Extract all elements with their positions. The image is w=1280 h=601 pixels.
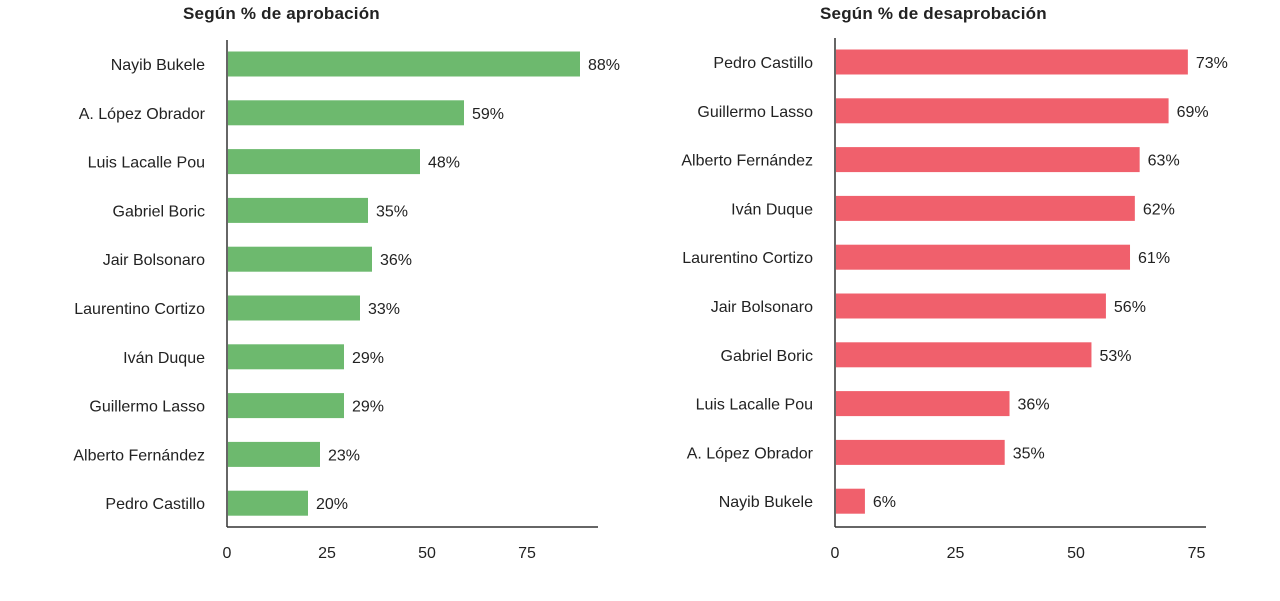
category-label: Alberto Fernández xyxy=(681,153,813,170)
category-label: Gabriel Boric xyxy=(721,348,813,365)
category-label: Laurentino Cortizo xyxy=(74,301,205,318)
x-tick-label: 0 xyxy=(831,545,840,562)
x-tick-label: 50 xyxy=(418,545,436,562)
bar xyxy=(836,244,1131,270)
value-label: 35% xyxy=(376,203,408,220)
bar xyxy=(228,149,420,175)
category-label: A. López Obrador xyxy=(687,445,814,462)
bar xyxy=(228,441,320,467)
chart-title: Según % de aprobación xyxy=(183,4,380,23)
category-label: Pedro Castillo xyxy=(713,55,813,72)
bar xyxy=(228,344,344,370)
category-label: Alberto Fernández xyxy=(73,447,205,464)
value-label: 69% xyxy=(1177,104,1209,121)
value-label: 35% xyxy=(1013,445,1045,462)
value-label: 33% xyxy=(368,301,400,318)
value-label: 20% xyxy=(316,496,348,513)
value-label: 23% xyxy=(328,447,360,464)
category-label: Nayib Bukele xyxy=(111,57,205,74)
bar xyxy=(836,98,1169,124)
value-label: 36% xyxy=(380,252,412,269)
chart-title: Según % de desaprobación xyxy=(820,4,1047,23)
value-label: 56% xyxy=(1114,299,1146,316)
value-label: 36% xyxy=(1018,397,1050,414)
category-label: Nayib Bukele xyxy=(719,494,813,511)
approval-chart: Según % de aprobación 0 25 50 75 Nayib Bukel… xyxy=(73,4,620,562)
category-label: Iván Duque xyxy=(123,350,205,367)
approval-bar-chart: 0 25 50 75 Nayib Bukele 88% A. López Obrador 59… xyxy=(73,40,620,562)
value-label: 61% xyxy=(1138,250,1170,267)
category-label: Iván Duque xyxy=(731,201,813,218)
value-label: 53% xyxy=(1099,348,1131,365)
bar xyxy=(836,195,1135,221)
value-label: 88% xyxy=(588,57,620,74)
x-tick-label: 75 xyxy=(1188,545,1206,562)
disapproval-bar-chart: 0 25 50 75 Pedro Castillo 73% Guillermo Lasso 6… xyxy=(681,38,1228,562)
value-label: 62% xyxy=(1143,201,1175,218)
category-label: Jair Bolsonaro xyxy=(103,252,205,269)
bar xyxy=(228,100,464,126)
bar xyxy=(228,197,368,223)
bar xyxy=(228,51,580,77)
value-label: 48% xyxy=(428,155,460,172)
value-label: 29% xyxy=(352,399,384,416)
x-tick-label: 25 xyxy=(947,545,965,562)
value-label: 6% xyxy=(873,494,896,511)
bar xyxy=(228,246,372,272)
category-label: Guillermo Lasso xyxy=(89,399,205,416)
bar xyxy=(836,293,1106,319)
bar xyxy=(228,295,360,321)
bar xyxy=(836,49,1188,75)
category-label: Jair Bolsonaro xyxy=(711,299,813,316)
x-tick-label: 75 xyxy=(518,545,536,562)
bar xyxy=(836,342,1092,368)
bar xyxy=(228,490,308,516)
value-label: 63% xyxy=(1148,153,1180,170)
category-label: Guillermo Lasso xyxy=(697,104,813,121)
value-label: 59% xyxy=(472,106,504,123)
x-tick-label: 25 xyxy=(318,545,336,562)
value-label: 73% xyxy=(1196,55,1228,72)
disapproval-chart: Según % de desaprobación 0 25 50 75 Pedro Ca… xyxy=(640,0,1280,601)
bar xyxy=(228,393,344,419)
category-label: Laurentino Cortizo xyxy=(682,250,813,267)
bar xyxy=(836,488,865,514)
value-label: 29% xyxy=(352,350,384,367)
category-label: Luis Lacalle Pou xyxy=(88,155,205,172)
category-label: Pedro Castillo xyxy=(105,496,205,513)
bar xyxy=(836,147,1140,173)
category-label: Gabriel Boric xyxy=(113,203,205,220)
x-tick-label: 0 xyxy=(223,545,232,562)
bar xyxy=(836,439,1005,465)
category-label: A. López Obrador xyxy=(79,106,206,123)
category-label: Luis Lacalle Pou xyxy=(696,397,813,414)
x-tick-label: 50 xyxy=(1067,545,1085,562)
bar xyxy=(836,391,1010,417)
